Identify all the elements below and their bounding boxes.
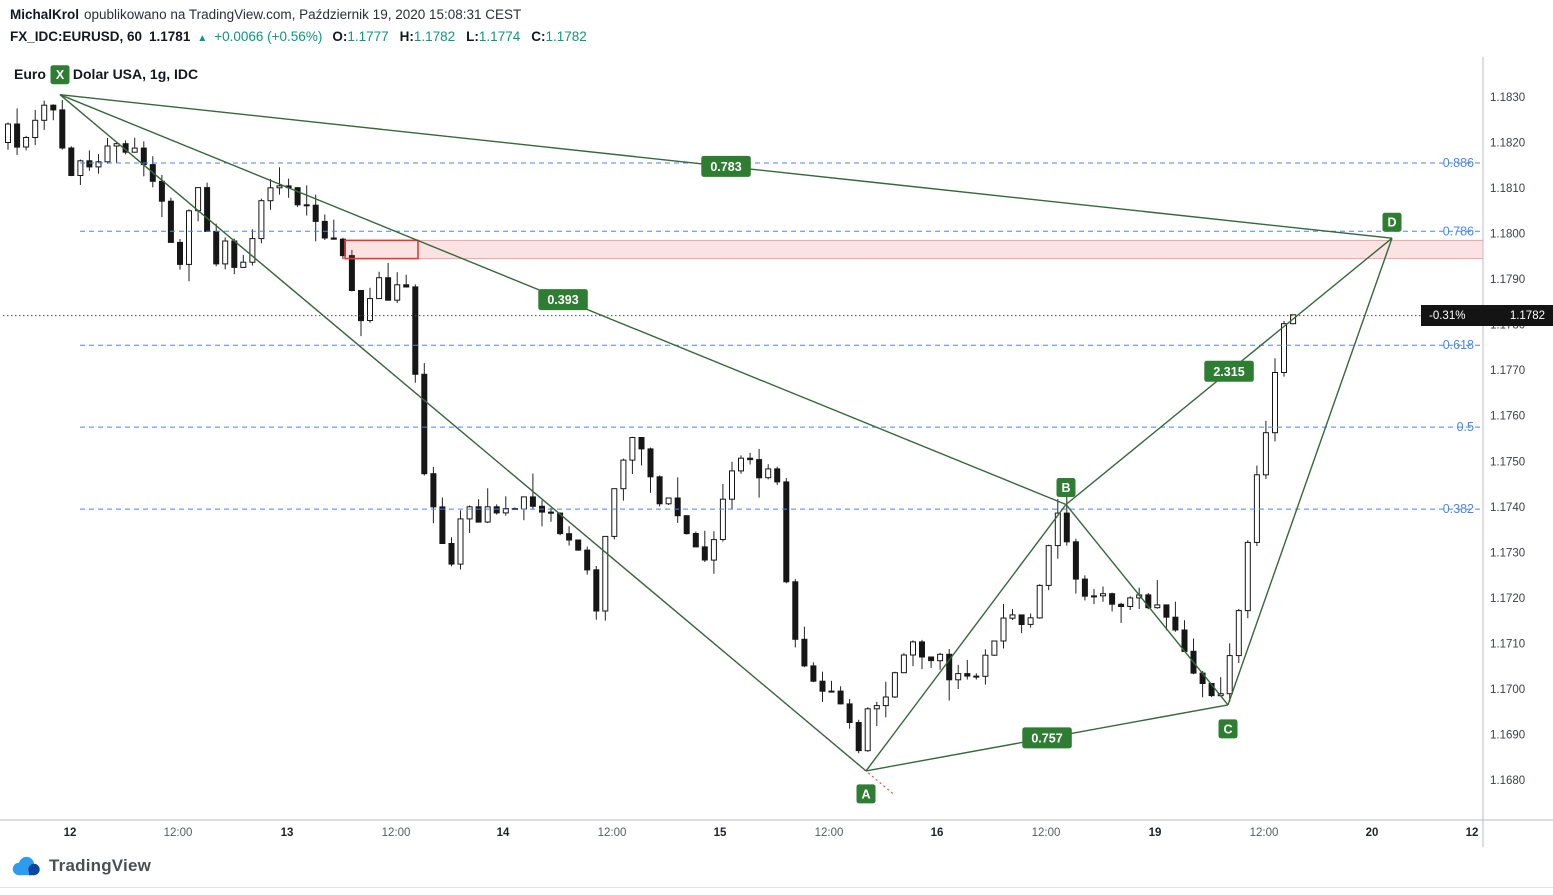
time-tick-label: 12:00 — [1250, 827, 1279, 839]
time-tick-label: 12:00 — [815, 827, 844, 839]
badge-price: 1.1782 — [1509, 309, 1545, 322]
price-tick-label: 1.1700 — [1490, 684, 1525, 696]
time-tick-label: 12 — [1466, 827, 1479, 839]
pattern-point-letter: B — [1061, 481, 1070, 495]
fib-level-label: 0.786 — [1443, 224, 1474, 238]
last-price-badge: -0.31% 1.1782 — [1421, 305, 1553, 326]
candlestick-series — [5, 100, 1297, 754]
pattern-ratio-badge[interactable] — [1022, 727, 1072, 749]
pattern-ratio-text: 0.783 — [710, 160, 741, 174]
last-price: 1.1781 — [149, 29, 191, 44]
price-tick-label: 1.1810 — [1490, 183, 1525, 195]
tradingview-logo[interactable]: TradingView — [10, 854, 151, 878]
time-tick-label: 12:00 — [164, 827, 193, 839]
low-label: L: — [466, 29, 479, 44]
fib-level-label: 0.5 — [1457, 420, 1474, 434]
pattern-ratio-text: 0.757 — [1031, 731, 1062, 745]
tradingview-cloud-icon — [12, 856, 40, 876]
fib-level-label: 0.618 — [1443, 338, 1474, 352]
price-tick-label: 1.1750 — [1490, 456, 1525, 468]
time-tick-label: 20 — [1366, 827, 1379, 839]
pattern-point-letter: C — [1223, 722, 1232, 736]
price-change: +0.0066 (+0.56%) — [214, 29, 323, 44]
fib-level-label: 0.886 — [1443, 156, 1474, 170]
pattern-point-letter: D — [1387, 216, 1396, 230]
tradingview-logo-text: TradingView — [49, 856, 152, 875]
time-tick-label: 12:00 — [1032, 827, 1061, 839]
time-tick-label: 12:00 — [382, 827, 411, 839]
pattern-ratio-text: 2.315 — [1213, 365, 1244, 379]
time-tick-label: 16 — [931, 827, 944, 839]
price-tick-label: 1.1690 — [1490, 730, 1525, 742]
pattern-ratio-badge[interactable] — [701, 155, 751, 177]
ohlc-values: O:1.1777 H:1.1782 L:1.1774 C:1.1782 — [332, 29, 586, 44]
time-tick-label: 12:00 — [598, 827, 627, 839]
time-axis[interactable]: 12 12:00 13 12:00 14 12:00 15 12:00 16 12:00 19 12:… — [64, 827, 1479, 839]
time-tick-label: 15 — [714, 827, 727, 839]
chart-title-right: Dolar USA, 1g, IDC — [72, 66, 199, 82]
pattern-point-badge-C[interactable] — [1218, 719, 1238, 739]
price-tick-label: 1.1710 — [1490, 638, 1525, 650]
time-tick-label: 13 — [281, 827, 294, 839]
chart-title-left: Euro — [14, 66, 46, 82]
chart-title: Euro Dolar USA, 1g, IDC — [14, 66, 198, 82]
pattern-point-letter: A — [861, 787, 870, 801]
price-tick-label: 1.1740 — [1490, 502, 1525, 514]
open-number: 1.1777 — [347, 29, 389, 44]
price-tick-label: 1.1680 — [1490, 775, 1525, 787]
open-label: O: — [332, 29, 348, 44]
high-label: H: — [399, 29, 414, 44]
price-tick-label: 1.1760 — [1490, 411, 1525, 423]
author-name: MichalKrol — [10, 7, 80, 22]
zone-entry-box[interactable] — [344, 239, 419, 260]
high-value: H:1.1782 — [400, 29, 456, 44]
close-value: C:1.1782 — [531, 29, 587, 44]
symbol-bar: FX_IDC:EURUSD, 60 1.1781 ▲ +0.0066 (+0.5… — [10, 29, 587, 44]
high-number: 1.1782 — [413, 29, 456, 44]
open-value: O:1.1777 — [332, 29, 388, 44]
symbol-name: FX_IDC:EURUSD, 60 — [10, 29, 143, 44]
price-tick-label: 1.1770 — [1490, 365, 1525, 377]
price-tick-label: 1.1720 — [1490, 593, 1525, 605]
fib-level-label: 0.382 — [1443, 502, 1474, 516]
low-value: L:1.1774 — [466, 29, 520, 44]
price-tick-label: 1.1800 — [1490, 229, 1525, 241]
pattern-point-badge-X[interactable] — [50, 65, 70, 85]
pattern-point-badge-B[interactable] — [1056, 478, 1076, 497]
close-label: C: — [531, 29, 546, 44]
up-arrow-icon: ▲ — [197, 33, 208, 44]
publish-header: MichalKrol opublikowano na TradingView.co… — [10, 7, 521, 22]
pattern-ratio-text: 0.393 — [547, 293, 578, 307]
bottom-divider — [0, 887, 1553, 888]
time-tick-label: 12 — [64, 827, 77, 839]
resistance-zone[interactable] — [344, 239, 1484, 260]
pattern-point-badge-D[interactable] — [1382, 212, 1402, 232]
xabcd-pattern[interactable]: 0.783 0.393 2.315 0.757 X A B C D — [50, 65, 1402, 804]
time-tick-label: 19 — [1149, 827, 1162, 839]
time-tick-label: 14 — [497, 827, 510, 839]
price-axis[interactable]: 1.18301.18201.18101.18001.17901.17801.17… — [1490, 92, 1525, 787]
price-tick-label: 1.1730 — [1490, 547, 1525, 559]
fib-retracement[interactable]: 0.886 0.786 0.618 0.5 0.382 — [80, 156, 1483, 516]
badge-percent: -0.31% — [1429, 309, 1466, 322]
publish-info: opublikowano na TradingView.com, Paździe… — [84, 7, 522, 22]
price-tick-label: 1.1790 — [1490, 274, 1525, 286]
price-tick-label: 1.1820 — [1490, 138, 1525, 150]
pattern-point-letter: X — [56, 68, 65, 82]
close-number: 1.1782 — [545, 29, 587, 44]
price-tick-label: 1.1830 — [1490, 92, 1525, 104]
pattern-ratio-badge[interactable] — [538, 289, 588, 311]
low-number: 1.1774 — [478, 29, 521, 44]
pattern-ratio-badge[interactable] — [1204, 360, 1254, 382]
pattern-point-badge-A[interactable] — [856, 784, 876, 804]
